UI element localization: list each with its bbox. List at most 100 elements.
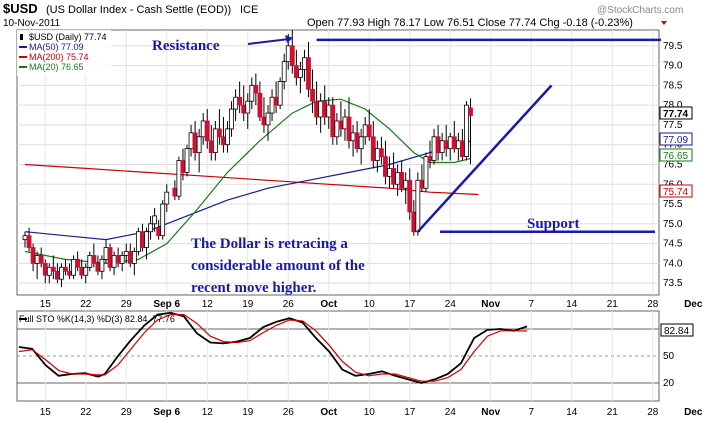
candle-body: [245, 100, 251, 114]
sto-grid: [17, 311, 659, 401]
price-axis: 73.574.074.575.075.576.076.577.077.578.0…: [663, 41, 683, 289]
x-tick-label: Nov: [481, 299, 500, 310]
candle-body: [38, 255, 44, 264]
legend-box: [17, 30, 111, 76]
candle-body: [115, 255, 121, 264]
candle-body: [63, 266, 68, 272]
x-tick-label: 10: [364, 299, 376, 310]
candle-body: [257, 92, 263, 118]
x-tick-label: Dec: [684, 299, 703, 310]
candle-body: [281, 61, 287, 82]
x-tick-label: 29: [121, 299, 133, 310]
x-tick-label: 28: [647, 299, 659, 310]
sto-x-tick-label: Oct: [320, 407, 337, 418]
y-tick-label: 78.5: [663, 80, 683, 91]
candle-body: [127, 251, 133, 264]
candle-body: [140, 231, 145, 248]
value-badge-text: 77.74: [663, 109, 688, 120]
sto-y-tick-label: 20: [663, 378, 675, 389]
candle-body: [383, 156, 388, 177]
candle-body: [107, 247, 113, 268]
candle-body: [306, 57, 311, 90]
candle-body: [67, 270, 72, 276]
legend-label: MA(50) 77.09: [29, 42, 84, 52]
value-badges: 77.74 77.09 76.65 75.74: [659, 106, 693, 198]
candle-body: [310, 88, 315, 102]
sto-x-tick-label: 24: [445, 407, 457, 418]
candle-body: [387, 168, 392, 177]
candle-body: [91, 255, 97, 264]
candle-body: [50, 266, 56, 272]
y-tick-label: 76.5: [663, 159, 683, 170]
y-tick-label: 75.5: [663, 199, 683, 210]
candle-body: [42, 262, 48, 276]
x-tick-label: 26: [283, 299, 295, 310]
candle-body: [22, 235, 28, 241]
x-tick-label: 21: [607, 299, 619, 310]
candle-body: [269, 96, 275, 114]
candle-body: [221, 136, 226, 146]
sto-x-tick-label: 21: [607, 407, 619, 418]
sto-x-tick-label: 19: [242, 407, 254, 418]
sto-badge: [660, 323, 694, 337]
sto-x-tick-label: 7: [528, 407, 534, 418]
y-tick-label: 79.0: [663, 61, 683, 72]
candle-body: [443, 140, 449, 150]
arrow-head-icon: [285, 35, 293, 43]
candle-body: [468, 107, 473, 116]
candle-body: [293, 65, 299, 78]
sto-y-tick-label: 50: [663, 351, 675, 362]
candle-body: [216, 128, 222, 138]
chart-name: (US Dollar Index - Cash Settle (EOD)): [46, 4, 231, 16]
candle-body: [241, 104, 247, 114]
candle-body: [119, 255, 125, 264]
candle-body: [184, 148, 190, 173]
candle-body: [338, 120, 344, 130]
value-badge: [659, 148, 693, 162]
chart-date: 10-Nov-2011: [3, 18, 61, 29]
x-tick-label: Sep 6: [153, 299, 180, 310]
x-tick-label: 17: [404, 299, 416, 310]
candle-body: [415, 179, 421, 233]
ma20-line: [24, 98, 471, 265]
candle-body: [196, 136, 202, 154]
candle-body: [411, 211, 417, 233]
candle-body: [439, 140, 445, 154]
candle-body: [176, 160, 182, 197]
resistance-arrow: [247, 38, 290, 45]
candle-body: [395, 171, 401, 185]
candle-body: [407, 179, 413, 213]
candle-body: [212, 128, 218, 154]
candle-body: [160, 203, 166, 237]
candle-body: [378, 148, 384, 157]
x-tick-label: Oct: [320, 299, 337, 310]
resistance-label: Resistance: [152, 38, 220, 54]
ohlc-readout: Open 77.93 High 78.17 Low 76.51 Close 77…: [307, 17, 633, 29]
candle-body: [427, 156, 433, 161]
candle-body: [435, 136, 441, 154]
y-tick-label: 73.5: [663, 278, 683, 289]
sto-x-tick-label: 12: [202, 407, 214, 418]
y-tick-label: 75.0: [663, 219, 683, 230]
candle-body: [152, 215, 158, 225]
candle-body: [350, 132, 356, 142]
candle-body: [59, 266, 64, 280]
y-tick-label: 74.0: [663, 258, 683, 269]
commentary-line-3: recent move higher.: [191, 280, 317, 296]
candle-body: [464, 104, 469, 157]
candle-body: [75, 259, 81, 268]
value-badge: [659, 106, 693, 120]
candle-body: [208, 140, 214, 154]
y-tick-label: 79.5: [663, 41, 683, 52]
commentary-line-2: considerable amount of the: [191, 258, 365, 274]
legend-label: MA(200) 75.74: [29, 52, 89, 62]
candle-body: [342, 116, 348, 130]
candle-body: [391, 168, 396, 185]
candle-body: [188, 132, 194, 150]
y-tick-label: 77.5: [663, 120, 683, 131]
candle-body: [419, 179, 425, 189]
candle-body: [225, 128, 230, 146]
candle-body: [326, 104, 332, 118]
candle-body: [34, 255, 40, 264]
